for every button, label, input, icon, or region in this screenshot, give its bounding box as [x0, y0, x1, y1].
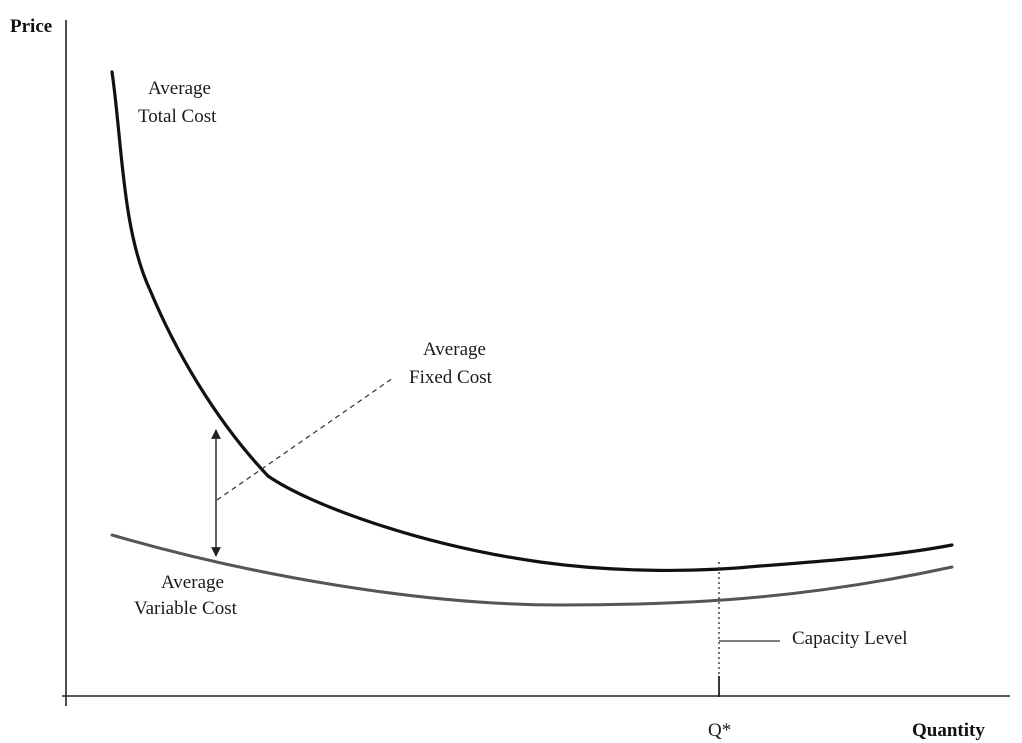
average-variable-cost-curve	[110, 533, 954, 607]
afc-label-line1: Average	[423, 339, 486, 360]
fixed-cost-leader-line	[216, 377, 394, 501]
x-axis-label: Quantity	[912, 720, 985, 741]
avc-label-line1: Average	[161, 572, 224, 593]
atc-label-line2: Total Cost	[138, 106, 217, 127]
capacity-level-label: Capacity Level	[792, 628, 908, 649]
avc-label-line2: Variable Cost	[134, 598, 238, 619]
average-total-cost-curve	[110, 70, 954, 573]
y-axis-label: Price	[10, 16, 52, 37]
q-star-label: Q*	[708, 720, 731, 741]
atc-label-line1: Average	[148, 78, 211, 99]
afc-label-line2: Fixed Cost	[409, 367, 493, 388]
